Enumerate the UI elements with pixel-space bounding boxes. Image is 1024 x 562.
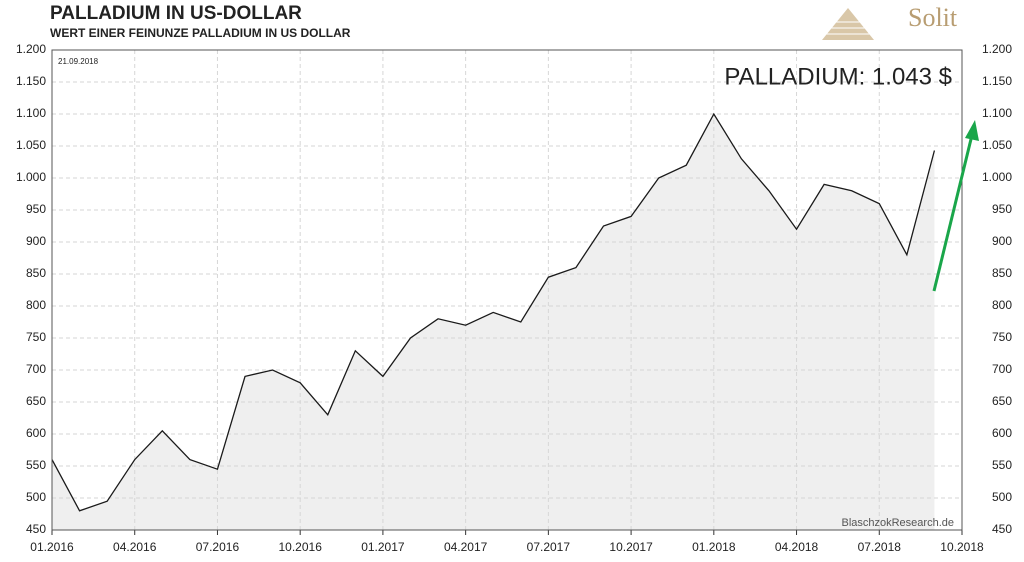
plot-frame — [51, 49, 963, 531]
x-tick-label: 10.2018 — [940, 540, 984, 554]
y2-tick-label: 900 — [992, 234, 1012, 248]
arrow-line — [932, 134, 974, 292]
y-tick-label: 550 — [26, 458, 46, 472]
x-tick-label: 10.2017 — [609, 540, 653, 554]
x-tick-label: 04.2017 — [444, 540, 488, 554]
y-tick-label: 1.000 — [16, 170, 46, 184]
y-tick-label: 950 — [26, 202, 46, 216]
y-tick-label: 850 — [26, 266, 46, 280]
chart-subtitle: WERT EINER FEINUNZE PALLADIUM IN US DOLL… — [50, 26, 351, 40]
y2-tick-label: 500 — [992, 490, 1012, 504]
y2-tick-label: 1.200 — [982, 42, 1012, 56]
x-tick-label: 07.2018 — [858, 540, 902, 554]
y2-tick-label: 1.150 — [982, 74, 1012, 88]
y-tick-label: 1.200 — [16, 42, 46, 56]
y-tick-label: 450 — [26, 522, 46, 536]
y2-tick-label: 650 — [992, 394, 1012, 408]
arrow-head — [965, 120, 979, 141]
y-tick-label: 700 — [26, 362, 46, 376]
x-tick-label: 04.2018 — [775, 540, 819, 554]
area — [52, 114, 935, 530]
date-note: 21.09.2018 — [58, 57, 99, 66]
y-tick-label: 1.050 — [16, 138, 46, 152]
x-tick-label: 01.2016 — [30, 540, 74, 554]
x-tick-label: 01.2017 — [361, 540, 405, 554]
y2-tick-label: 850 — [992, 266, 1012, 280]
y2-tick-label: 1.100 — [982, 106, 1012, 120]
y2-tick-label: 950 — [992, 202, 1012, 216]
y2-tick-label: 450 — [992, 522, 1012, 536]
x-tick-label: 10.2016 — [278, 540, 322, 554]
y2-tick-label: 1.050 — [982, 138, 1012, 152]
y-tick-label: 1.100 — [16, 106, 46, 120]
y-tick-label: 500 — [26, 490, 46, 504]
y-tick-label: 750 — [26, 330, 46, 344]
y2-tick-label: 600 — [992, 426, 1012, 440]
x-tick-label: 07.2016 — [196, 540, 240, 554]
y2-tick-label: 800 — [992, 298, 1012, 312]
line — [51, 112, 936, 512]
y2-tick-label: 550 — [992, 458, 1012, 472]
source: BlaschzokResearch.de — [841, 517, 954, 529]
y-tick-label: 600 — [26, 426, 46, 440]
y-tick-label: 800 — [26, 298, 46, 312]
x-tick-label: 07.2017 — [527, 540, 571, 554]
chart-title: PALLADIUM IN US-DOLLAR — [50, 3, 302, 24]
x-tick-label: 01.2018 — [692, 540, 736, 554]
x-tick-label: 04.2016 — [113, 540, 157, 554]
arrow — [932, 120, 979, 292]
y2-tick-label: 1.000 — [982, 170, 1012, 184]
y-tick-label: 1.150 — [16, 74, 46, 88]
y2-tick-label: 750 — [992, 330, 1012, 344]
annotation: PALLADIUM: 1.043 $ — [724, 63, 952, 90]
y2-tick-label: 700 — [992, 362, 1012, 376]
logo: Solit — [822, 3, 958, 40]
y-tick-label: 650 — [26, 394, 46, 408]
y-tick-label: 900 — [26, 234, 46, 248]
logo-text: Solit — [908, 3, 958, 32]
